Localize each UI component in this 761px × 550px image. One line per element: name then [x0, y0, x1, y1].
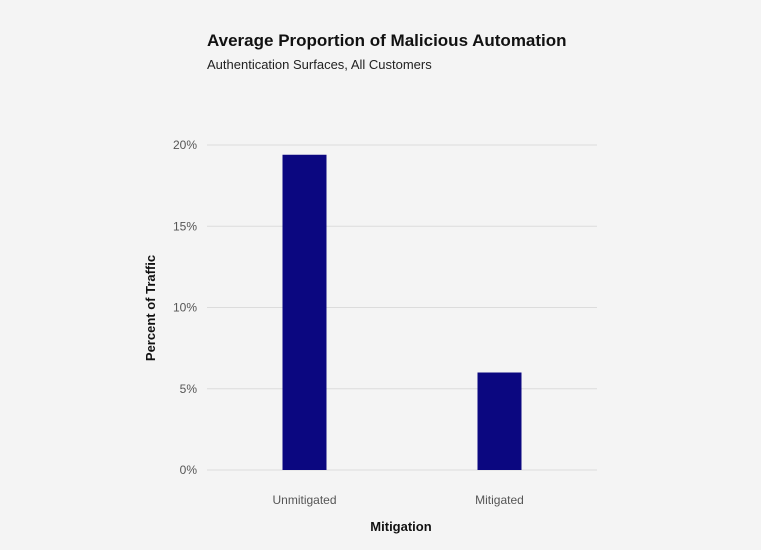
y-tick-label: 0%: [180, 463, 198, 477]
x-axis-title: Mitigation: [370, 519, 431, 534]
y-tick-label: 15%: [173, 219, 197, 233]
x-tick-label: Unmitigated: [272, 493, 336, 507]
y-tick-label: 10%: [173, 301, 197, 315]
chart-title: Average Proportion of Malicious Automati…: [207, 31, 567, 50]
y-axis-title: Percent of Traffic: [143, 255, 158, 361]
bars: [282, 154, 522, 470]
bar-mitigated: [477, 372, 522, 470]
x-tick-label: Mitigated: [475, 493, 524, 507]
y-tick-labels: 0% 5% 10% 15% 20%: [173, 138, 197, 477]
y-tick-label: 5%: [180, 382, 198, 396]
chart-subtitle: Authentication Surfaces, All Customers: [207, 57, 432, 72]
y-tick-label: 20%: [173, 138, 197, 152]
gridlines: [207, 144, 597, 471]
x-tick-labels: Unmitigated Mitigated: [272, 493, 523, 507]
bar-unmitigated: [282, 154, 327, 470]
